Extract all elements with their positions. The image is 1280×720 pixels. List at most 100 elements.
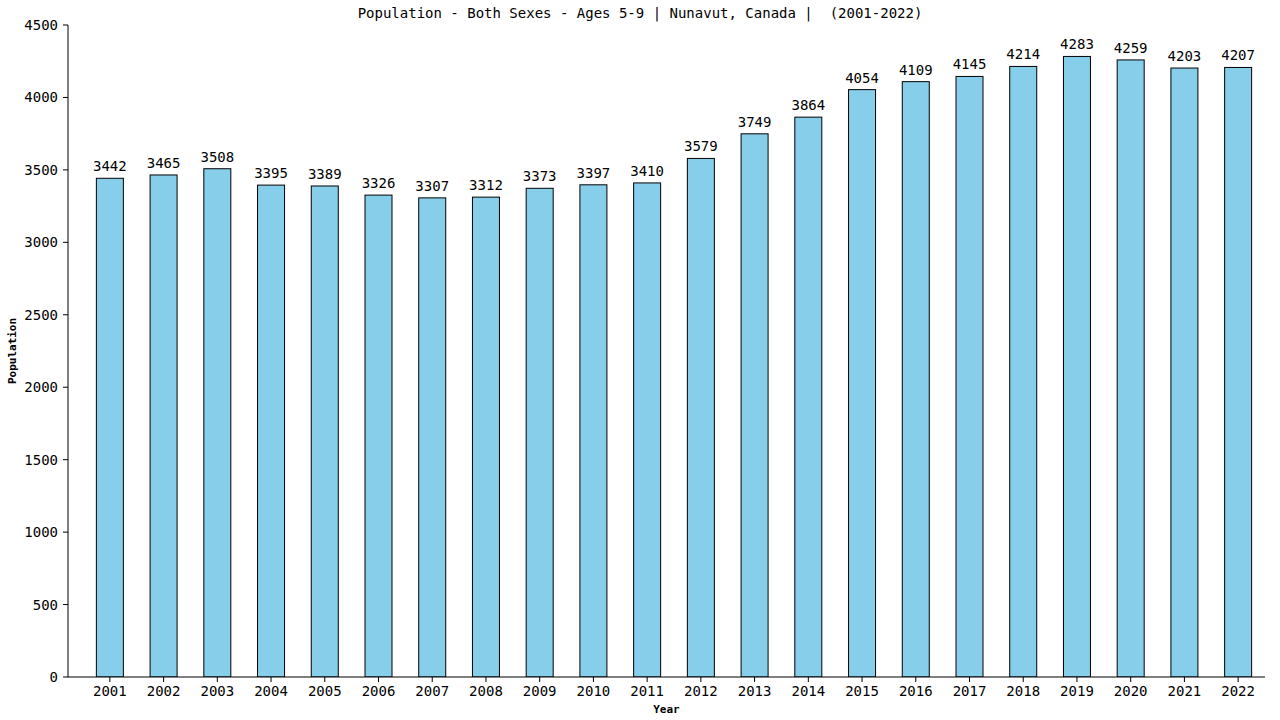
x-tick [1130,677,1131,682]
x-tick [485,677,486,682]
bar [795,117,822,677]
x-tick [539,677,540,682]
bar [1225,67,1252,677]
x-tick-label: 2020 [1114,683,1148,699]
x-tick [324,677,325,682]
bars [96,56,1251,677]
y-tick-label: 4000 [24,89,58,105]
y-tick [63,459,68,460]
bar [1063,56,1090,677]
data-label: 3864 [791,97,825,113]
x-tick [862,677,863,682]
bar [419,198,446,677]
data-label: 3749 [738,114,772,130]
x-tick [593,677,594,682]
y-tick-label: 1000 [24,524,58,540]
bar [1171,68,1198,677]
x-tick-label: 2011 [630,683,664,699]
data-label: 3326 [362,175,396,191]
y-tick-label: 1500 [24,452,58,468]
x-tick [1076,677,1077,682]
x-tick [163,677,164,682]
x-tick [432,677,433,682]
x-tick [915,677,916,682]
x-tick-label: 2003 [200,683,234,699]
data-label: 4259 [1114,40,1148,56]
data-label: 3508 [200,149,234,165]
x-tick [217,677,218,682]
data-label: 3410 [630,163,664,179]
y-tick [63,387,68,388]
x-tick-label: 2006 [362,683,396,699]
x-tick-label: 2009 [523,683,557,699]
data-label: 4203 [1168,48,1202,64]
x-tick-label: 2010 [577,683,611,699]
x-tick [808,677,809,682]
data-label: 3465 [147,155,181,171]
x-tick [1238,677,1239,682]
bar [204,169,231,677]
title: Population - Both Sexes - Ages 5-9 | Nun… [358,5,923,22]
y-tick [63,25,68,26]
bar [472,197,499,677]
data-label: 3373 [523,168,557,184]
x-tick [1023,677,1024,682]
data-label: 4214 [1006,46,1040,62]
x-tick [271,677,272,682]
data-label: 3397 [577,165,611,181]
x-tick [647,677,648,682]
x-tick-label: 2022 [1221,683,1255,699]
x-tick-label: 2012 [684,683,718,699]
bar [956,76,983,677]
x-tick-label: 2021 [1168,683,1202,699]
y-tick [63,677,68,678]
bar [96,178,123,677]
y-axis-label: Population [6,318,19,384]
x-tick-label: 2019 [1060,683,1094,699]
bar [687,158,714,677]
bar [365,195,392,677]
data-label: 4145 [953,56,987,72]
y-tick [63,532,68,533]
x-tick-label: 2002 [147,683,181,699]
bar [849,90,876,677]
bar [741,134,768,677]
x-tick-label: 2016 [899,683,933,699]
x-tick [754,677,755,682]
y-axis [68,25,69,677]
x-axis-label: Year [653,703,680,716]
chart: Population - Both Sexes - Ages 5-9 | Nun… [0,0,1280,720]
bar [1117,60,1144,677]
bar [1010,66,1037,677]
y-tick-label: 2500 [24,307,58,323]
x-tick [378,677,379,682]
x-tick [109,677,110,682]
x-tick [700,677,701,682]
y-tick-label: 3500 [24,162,58,178]
y-tick-label: 4500 [24,17,58,33]
bar [634,183,661,677]
y-tick-label: 0 [50,669,58,685]
data-label: 3307 [415,178,449,194]
y-tick [63,97,68,98]
x-tick-label: 2001 [93,683,127,699]
x-tick-label: 2013 [738,683,772,699]
bar [258,185,285,677]
bar [526,188,553,677]
x-tick-label: 2017 [953,683,987,699]
x-tick-label: 2005 [308,683,342,699]
data-label: 3395 [254,165,288,181]
data-label: 3312 [469,177,503,193]
x-tick-label: 2008 [469,683,503,699]
x-tick [969,677,970,682]
y-tick-label: 500 [33,597,58,613]
bar [150,175,177,677]
y-tick [63,169,68,170]
y-tick [63,242,68,243]
y-tick-label: 2000 [24,379,58,395]
bar [311,186,338,677]
x-axis [68,677,1265,678]
data-label: 3389 [308,166,342,182]
x-tick-label: 2015 [845,683,879,699]
y-tick [63,604,68,605]
